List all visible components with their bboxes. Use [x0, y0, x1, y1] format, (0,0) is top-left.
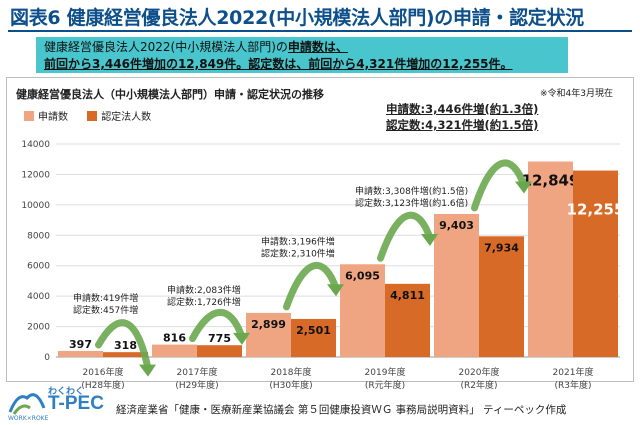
summary-line-2-bold: 前回から3,446件増加の12,849件。認定数は、前回から4,321件増加の1… — [44, 57, 513, 71]
x-tick-sublabel: (H29年度) — [175, 379, 218, 391]
latest-increase-callout: 申請数:3,446件増(約1.3倍) 認定数:4,321件増(約1.5倍) — [386, 101, 538, 133]
logo-big-text: T-PEC — [48, 393, 104, 414]
x-tick-sublabel: (H28年度) — [81, 379, 124, 391]
growth-arrow — [283, 261, 340, 311]
summary-line-2: 前回から3,446件増加の12,849件。認定数は、前回から4,321件増加の1… — [44, 56, 560, 73]
logo-small-text: わくわく — [48, 387, 85, 397]
tpec-logo: わくわく T-PEC WORK×ROKE — [8, 384, 112, 424]
x-tick-label: 2017年度 — [177, 366, 218, 378]
increase-annotation: 申請数:419件増 — [73, 292, 138, 304]
bar-applications — [528, 161, 573, 357]
x-tick-label: 2018年度 — [271, 366, 312, 378]
y-tick-label: 10000 — [21, 201, 50, 211]
x-tick-sublabel: (R2年度) — [460, 379, 497, 391]
increase-annotation: 申請数:3,308件増(約1.5倍) — [355, 185, 468, 197]
bar-applications — [58, 350, 103, 357]
bar-certified — [103, 352, 148, 357]
x-tick-label: 2016年度 — [83, 366, 124, 378]
growth-arrow — [95, 319, 152, 373]
summary-line-1: 健康経営優良法人2022(中小規模法人部門)の申請数は、 — [44, 39, 560, 56]
y-tick-label: 8000 — [27, 231, 50, 241]
increase-annotation: 申請数:2,083件増 — [167, 284, 241, 296]
data-label-applications: 397 — [69, 338, 92, 351]
legend-label-certified: 認定法人数 — [101, 112, 152, 123]
legend-item-applications: 申請数 — [24, 108, 68, 123]
bar-applications — [340, 264, 385, 357]
logo-tiny-text: WORK×ROKE — [8, 415, 49, 422]
data-label-applications: 816 — [163, 332, 186, 345]
x-tick-label: 2020年度 — [459, 366, 500, 378]
x-tick-label: 2021年度 — [553, 366, 594, 378]
growth-arrow-head — [515, 181, 532, 194]
bar-certified — [385, 283, 430, 357]
data-label-certified: 2,501 — [296, 324, 331, 337]
growth-arrow — [471, 159, 528, 212]
x-tick-label: 2019年度 — [365, 366, 406, 378]
increase-annotation: 認定数:457件増 — [73, 304, 138, 316]
data-label-certified: 318 — [114, 339, 137, 352]
y-tick-label: 12000 — [21, 170, 50, 180]
data-label-certified: 7,934 — [484, 241, 519, 254]
legend-swatch-applications — [24, 110, 34, 121]
bar-certified — [197, 345, 242, 357]
callout-line-applications: 申請数:3,446件増(約1.3倍) — [386, 102, 539, 116]
logo-mark-icon — [8, 393, 46, 415]
increase-annotation: 認定数:1,726件増 — [167, 296, 241, 308]
bar-certified — [291, 318, 336, 357]
growth-arrow-head — [327, 284, 344, 297]
legend-item-certified: 認定法人数 — [87, 108, 151, 123]
chart-title: 健康経営優良法人（中小規模法人部門）申請・認定状況の推移 — [16, 88, 324, 101]
growth-arrow — [377, 211, 434, 262]
growth-arrow-head — [233, 332, 250, 345]
growth-arrow — [189, 308, 246, 343]
data-label-applications: 12,849 — [522, 172, 580, 190]
data-label-certified: 4,811 — [390, 289, 425, 302]
increase-annotation: 認定数:2,310件増 — [261, 247, 335, 259]
x-tick-sublabel: (R元年度) — [365, 379, 405, 391]
bar-applications — [246, 312, 291, 357]
growth-arrow-head — [139, 364, 156, 377]
data-label-certified: 12,255 — [567, 201, 625, 219]
growth-arrow-head — [421, 233, 438, 246]
bar-certified — [573, 170, 618, 357]
legend-label-applications: 申請数 — [38, 112, 68, 123]
data-label-certified: 775 — [208, 332, 231, 345]
y-tick-label: 6000 — [27, 262, 50, 272]
source-note: 経済産業省「健康・医療新産業協議会 第５回健康投資ＷＧ 事務局説明資料」 ティー… — [116, 404, 567, 416]
callout-line-certified: 認定数:4,321件増(約1.5倍) — [386, 118, 539, 132]
as-of-note: ※令和4年3月現在 — [540, 89, 613, 99]
y-tick-label: 4000 — [27, 292, 50, 302]
summary-box: 健康経営優良法人2022(中小規模法人部門)の申請数は、 前回から3,446件増… — [36, 37, 568, 73]
x-tick-sublabel: (R3年度) — [554, 379, 591, 391]
legend-swatch-certified — [87, 110, 98, 121]
increase-annotation: 申請数:3,196件増 — [261, 235, 335, 247]
y-tick-label: 0 — [44, 353, 50, 363]
data-label-applications: 6,095 — [345, 269, 380, 282]
x-tick-sublabel: (H30年度) — [269, 379, 312, 391]
bar-applications — [434, 213, 479, 357]
title-underline — [8, 30, 632, 32]
data-label-applications: 2,899 — [251, 318, 286, 331]
y-tick-label: 14000 — [21, 140, 50, 150]
summary-line-1-bold: 申請数は、 — [287, 40, 348, 54]
y-tick-label: 2000 — [27, 323, 50, 333]
summary-line-1-plain: 健康経営優良法人2022(中小規模法人部門)の — [44, 40, 288, 54]
bar-applications — [152, 344, 197, 357]
data-label-applications: 9,403 — [439, 219, 474, 232]
increase-annotation: 認定数:3,123件増(約1.6倍) — [355, 197, 468, 209]
bar-certified — [479, 236, 524, 357]
slide-title: 図表6 健康経営優良法人2022(中小規模法人部門)の申請・認定状況 — [10, 7, 584, 29]
chart-legend: 申請数 認定法人数 — [24, 108, 167, 124]
